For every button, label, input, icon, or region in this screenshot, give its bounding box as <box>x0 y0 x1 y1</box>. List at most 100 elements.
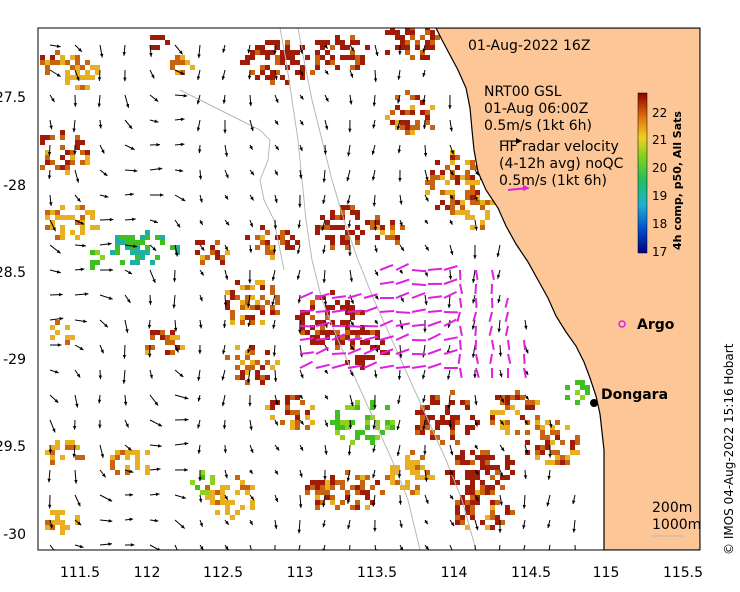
hf-radar-arrow <box>443 336 458 341</box>
hf-radar-arrow <box>411 364 426 369</box>
sst-pixel <box>260 225 265 230</box>
sst-pixel <box>80 140 85 145</box>
hf-radar-arrow <box>459 297 463 309</box>
sst-pixel <box>390 235 395 240</box>
sst-pixel <box>180 60 185 65</box>
sst-pixel <box>140 235 145 240</box>
model-current-arrowhead <box>422 125 427 129</box>
sst-pixel <box>145 235 150 240</box>
x-tick-label: 114.5 <box>511 565 551 581</box>
sst-pixel <box>490 200 495 205</box>
sst-pixel <box>415 460 420 465</box>
sst-pixel <box>255 375 260 380</box>
model-current-arrowhead <box>496 253 500 258</box>
sst-pixel <box>465 490 470 495</box>
sst-pixel <box>75 65 80 70</box>
hf-radar-arrow <box>427 362 442 369</box>
sst-pixel <box>450 190 455 195</box>
sst-pixel <box>110 460 115 465</box>
sst-pixel <box>400 35 405 40</box>
sst-pixel <box>550 450 555 455</box>
model-current-arrowhead <box>198 175 203 180</box>
sst-pixel <box>170 340 175 345</box>
sst-pixel <box>505 505 510 510</box>
sst-pixel <box>335 420 340 425</box>
model-current-arrowhead <box>471 325 476 330</box>
sst-pixel <box>410 470 415 475</box>
model-current-arrowhead <box>498 529 502 533</box>
sst-pixel <box>385 475 390 480</box>
model-time: 01-Aug 06:00Z <box>484 101 588 117</box>
hf-radar-arrow <box>443 278 458 285</box>
sst-pixel <box>375 330 380 335</box>
sst-pixel <box>320 500 325 505</box>
sst-pixel <box>300 325 305 330</box>
sst-pixel <box>455 455 460 460</box>
hf-radar-arrow <box>504 311 509 322</box>
sst-pixel <box>290 420 295 425</box>
sst-pixel <box>340 485 345 490</box>
sst-pixel <box>55 235 60 240</box>
sst-pixel <box>165 350 170 355</box>
sst-pixel <box>355 215 360 220</box>
sst-pixel <box>130 450 135 455</box>
sst-pixel <box>440 200 445 205</box>
sst-pixel <box>430 105 435 110</box>
sst-pixel <box>340 340 345 345</box>
sst-pixel <box>475 455 480 460</box>
sst-pixel <box>505 475 510 480</box>
sst-pixel <box>315 55 320 60</box>
model-current-arrowhead <box>322 279 326 283</box>
sst-pixel <box>480 455 485 460</box>
sst-pixel <box>210 245 215 250</box>
sst-pixel <box>175 55 180 60</box>
sst-pixel <box>380 230 385 235</box>
sst-pixel <box>325 220 330 225</box>
model-current-arrowhead <box>274 400 279 405</box>
sst-pixel <box>270 415 275 420</box>
sst-pixel <box>140 240 145 245</box>
sst-pixel <box>255 360 260 365</box>
sst-pixel <box>60 165 65 170</box>
sst-pixel <box>250 70 255 75</box>
hf-radar-arrow <box>331 352 347 355</box>
model-current-arrowhead <box>273 378 278 382</box>
model-current-arrowhead <box>271 301 275 306</box>
model-current-arrowhead <box>449 451 454 456</box>
sst-pixel <box>465 210 470 215</box>
model-current-arrowhead <box>197 424 201 429</box>
sst-pixel <box>440 170 445 175</box>
sst-pixel <box>510 470 515 475</box>
model-current-arrowhead <box>524 449 529 454</box>
sst-pixel <box>90 210 95 215</box>
model-current-arrowhead <box>273 225 278 230</box>
sst-pixel <box>50 520 55 525</box>
model-current-arrowhead <box>321 226 325 231</box>
sst-pixel <box>420 415 425 420</box>
sst-pixel <box>555 430 560 435</box>
sst-pixel <box>465 170 470 175</box>
sst-pixel <box>205 485 210 490</box>
sst-pixel <box>155 255 160 260</box>
sst-pixel <box>370 220 375 225</box>
model-current-arrowhead <box>497 299 501 304</box>
sst-pixel <box>325 305 330 310</box>
model-current-arrowhead <box>109 217 114 222</box>
sst-pixel <box>235 295 240 300</box>
model-current-arrowhead <box>48 449 52 454</box>
sst-pixel <box>535 450 540 455</box>
sst-pixel <box>65 75 70 80</box>
sst-pixel <box>245 315 250 320</box>
hf-radar-arrow <box>379 280 394 285</box>
sst-pixel <box>225 305 230 310</box>
sst-pixel <box>135 245 140 250</box>
model-current-arrowhead <box>199 522 203 527</box>
sst-pixel <box>445 405 450 410</box>
sst-pixel <box>45 215 50 220</box>
sst-pixel <box>455 180 460 185</box>
sst-pixel <box>125 245 130 250</box>
sst-pixel <box>280 50 285 55</box>
sst-pixel <box>345 205 350 210</box>
sst-pixel <box>175 345 180 350</box>
model-current-arrowhead <box>196 100 201 105</box>
